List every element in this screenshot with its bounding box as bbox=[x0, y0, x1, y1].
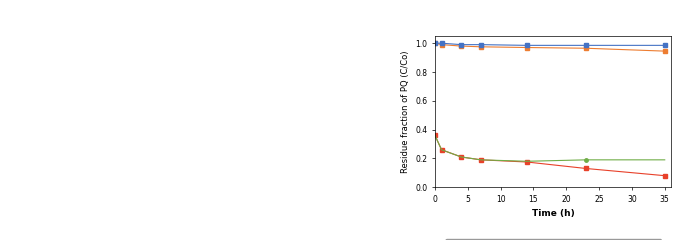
Biochar bbox=[660, 158, 669, 161]
Line: Biochar: Biochar bbox=[435, 135, 664, 161]
Y-axis label: Residue fraction of PQ (C/Co): Residue fraction of PQ (C/Co) bbox=[401, 50, 410, 173]
Cell Biochar bbox=[431, 134, 439, 137]
Free Cell bbox=[457, 45, 465, 48]
Line: Free Cell: Free Cell bbox=[433, 42, 667, 53]
Cell Biochar bbox=[438, 148, 446, 151]
Control bbox=[477, 43, 485, 46]
Cell Biochar bbox=[660, 174, 669, 177]
Cell Biochar bbox=[477, 158, 485, 161]
Control bbox=[660, 44, 669, 47]
Control bbox=[431, 42, 439, 45]
Free Cell bbox=[582, 47, 590, 50]
Free Cell bbox=[431, 42, 439, 45]
Free Cell bbox=[477, 45, 485, 48]
Control bbox=[582, 44, 590, 47]
Biochar bbox=[477, 158, 485, 161]
Cell Biochar bbox=[582, 167, 590, 170]
Control bbox=[523, 44, 531, 47]
Cell Biochar bbox=[523, 161, 531, 163]
Biochar bbox=[582, 158, 590, 161]
X-axis label: Time (h): Time (h) bbox=[532, 209, 575, 218]
Free Cell bbox=[660, 50, 669, 53]
Free Cell bbox=[438, 43, 446, 46]
Biochar bbox=[431, 134, 439, 137]
Line: Control: Control bbox=[433, 42, 667, 47]
Biochar bbox=[523, 160, 531, 163]
Biochar bbox=[438, 148, 446, 151]
Control bbox=[438, 42, 446, 45]
Line: Cell Biochar: Cell Biochar bbox=[433, 134, 667, 177]
Biochar bbox=[457, 156, 465, 158]
Free Cell bbox=[523, 46, 531, 49]
Cell Biochar bbox=[457, 156, 465, 158]
Control bbox=[457, 43, 465, 46]
